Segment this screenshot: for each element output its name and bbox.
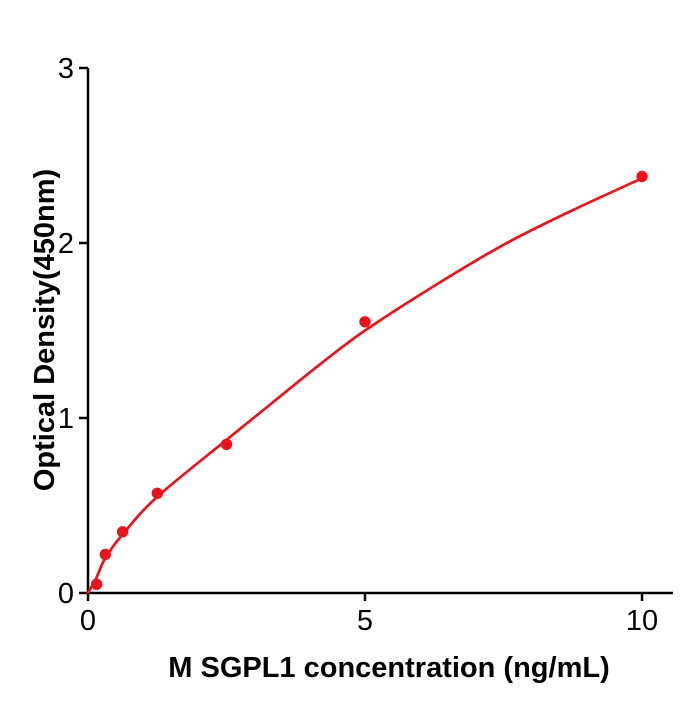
data-point bbox=[151, 487, 163, 499]
data-point bbox=[359, 316, 371, 328]
axis-spines bbox=[86, 68, 673, 595]
data-point bbox=[90, 578, 103, 590]
y-axis-label: Optical Density(450nm) bbox=[29, 169, 61, 491]
data-point bbox=[220, 438, 233, 450]
x-tick-label: 5 bbox=[357, 605, 373, 637]
y-tick-label: 2 bbox=[58, 228, 74, 260]
data-point bbox=[116, 526, 129, 538]
fit-curve-line bbox=[86, 176, 644, 595]
series-layer bbox=[86, 170, 648, 595]
x-tick-label: 10 bbox=[626, 605, 658, 637]
axes: 0 5 10 0 1 2 3 bbox=[58, 53, 673, 637]
y-tick-label: 3 bbox=[58, 53, 74, 85]
data-point bbox=[636, 170, 648, 183]
y-axis-ticks: 0 1 2 3 bbox=[58, 53, 88, 610]
x-tick-label: 0 bbox=[80, 605, 96, 637]
data-point bbox=[99, 548, 112, 561]
y-tick-label: 1 bbox=[58, 403, 74, 435]
x-axis-label: M SGPL1 concentration (ng/mL) bbox=[168, 652, 609, 684]
y-tick-label: 0 bbox=[58, 578, 74, 610]
x-axis-ticks: 0 5 10 bbox=[80, 593, 658, 637]
